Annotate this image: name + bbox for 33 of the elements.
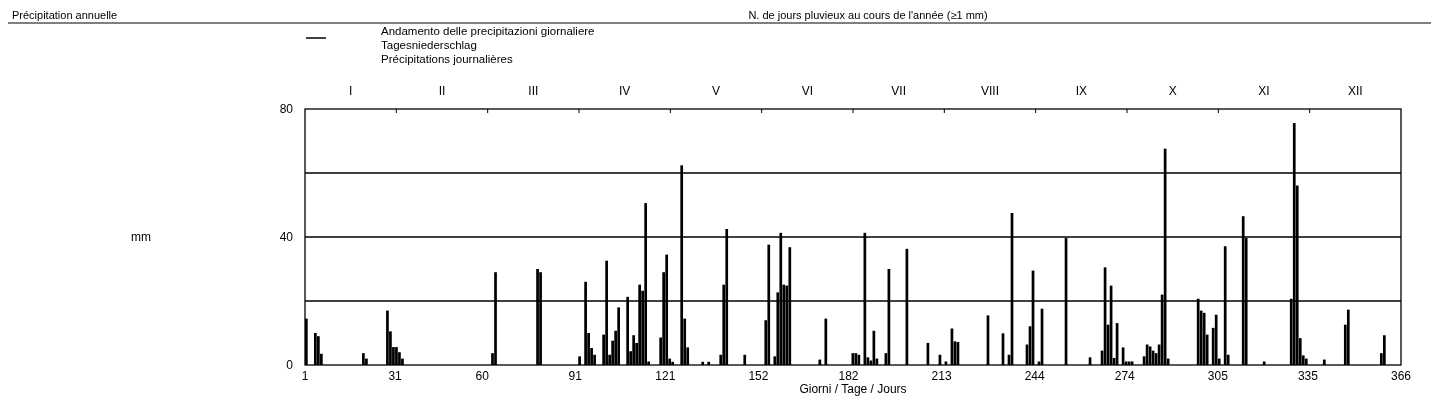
x-axis-title: Giorni / Tage / Jours <box>799 382 907 396</box>
x-tick-label: 91 <box>568 369 583 383</box>
x-tick-label: 31 <box>388 369 403 383</box>
text: II <box>438 84 446 98</box>
text: IV <box>618 84 631 98</box>
y-tick-label: 0 <box>286 358 294 373</box>
x-tick-label: 60 <box>475 369 490 383</box>
text: XII <box>1348 84 1363 98</box>
text: Andamento delle precipitazioni giornaliere Tagesniederschlag Précipitations journalières <box>381 25 595 65</box>
text: V <box>711 84 721 98</box>
text: N. de jours pluvieux au cours de l'année (≥1 mm) <box>748 9 988 21</box>
y-tick-label: 40 <box>279 230 294 245</box>
text: VII <box>891 84 906 98</box>
text: X <box>1168 84 1177 98</box>
text: mm <box>131 230 151 245</box>
x-tick-label: 1 <box>301 369 309 383</box>
x-tick-label: 213 <box>931 369 952 383</box>
x-tick-label: 366 <box>1390 369 1412 383</box>
text: VI <box>801 84 814 98</box>
x-tick-label: 244 <box>1024 369 1045 383</box>
text: VIII <box>980 84 1000 98</box>
x-tick-label: 305 <box>1207 369 1229 383</box>
x-tick-label: 121 <box>655 369 676 383</box>
text: Précipitation annuelle <box>12 9 118 21</box>
text: XI <box>1258 84 1270 98</box>
x-tick-label: 182 <box>838 369 859 383</box>
x-tick-label: 152 <box>748 369 769 383</box>
x-tick-label: 274 <box>1114 369 1136 383</box>
y-tick-label: 80 <box>279 102 294 117</box>
text: III <box>528 84 539 98</box>
x-tick-label: 335 <box>1297 369 1319 383</box>
text: I <box>348 84 353 98</box>
text: IX <box>1075 84 1088 98</box>
